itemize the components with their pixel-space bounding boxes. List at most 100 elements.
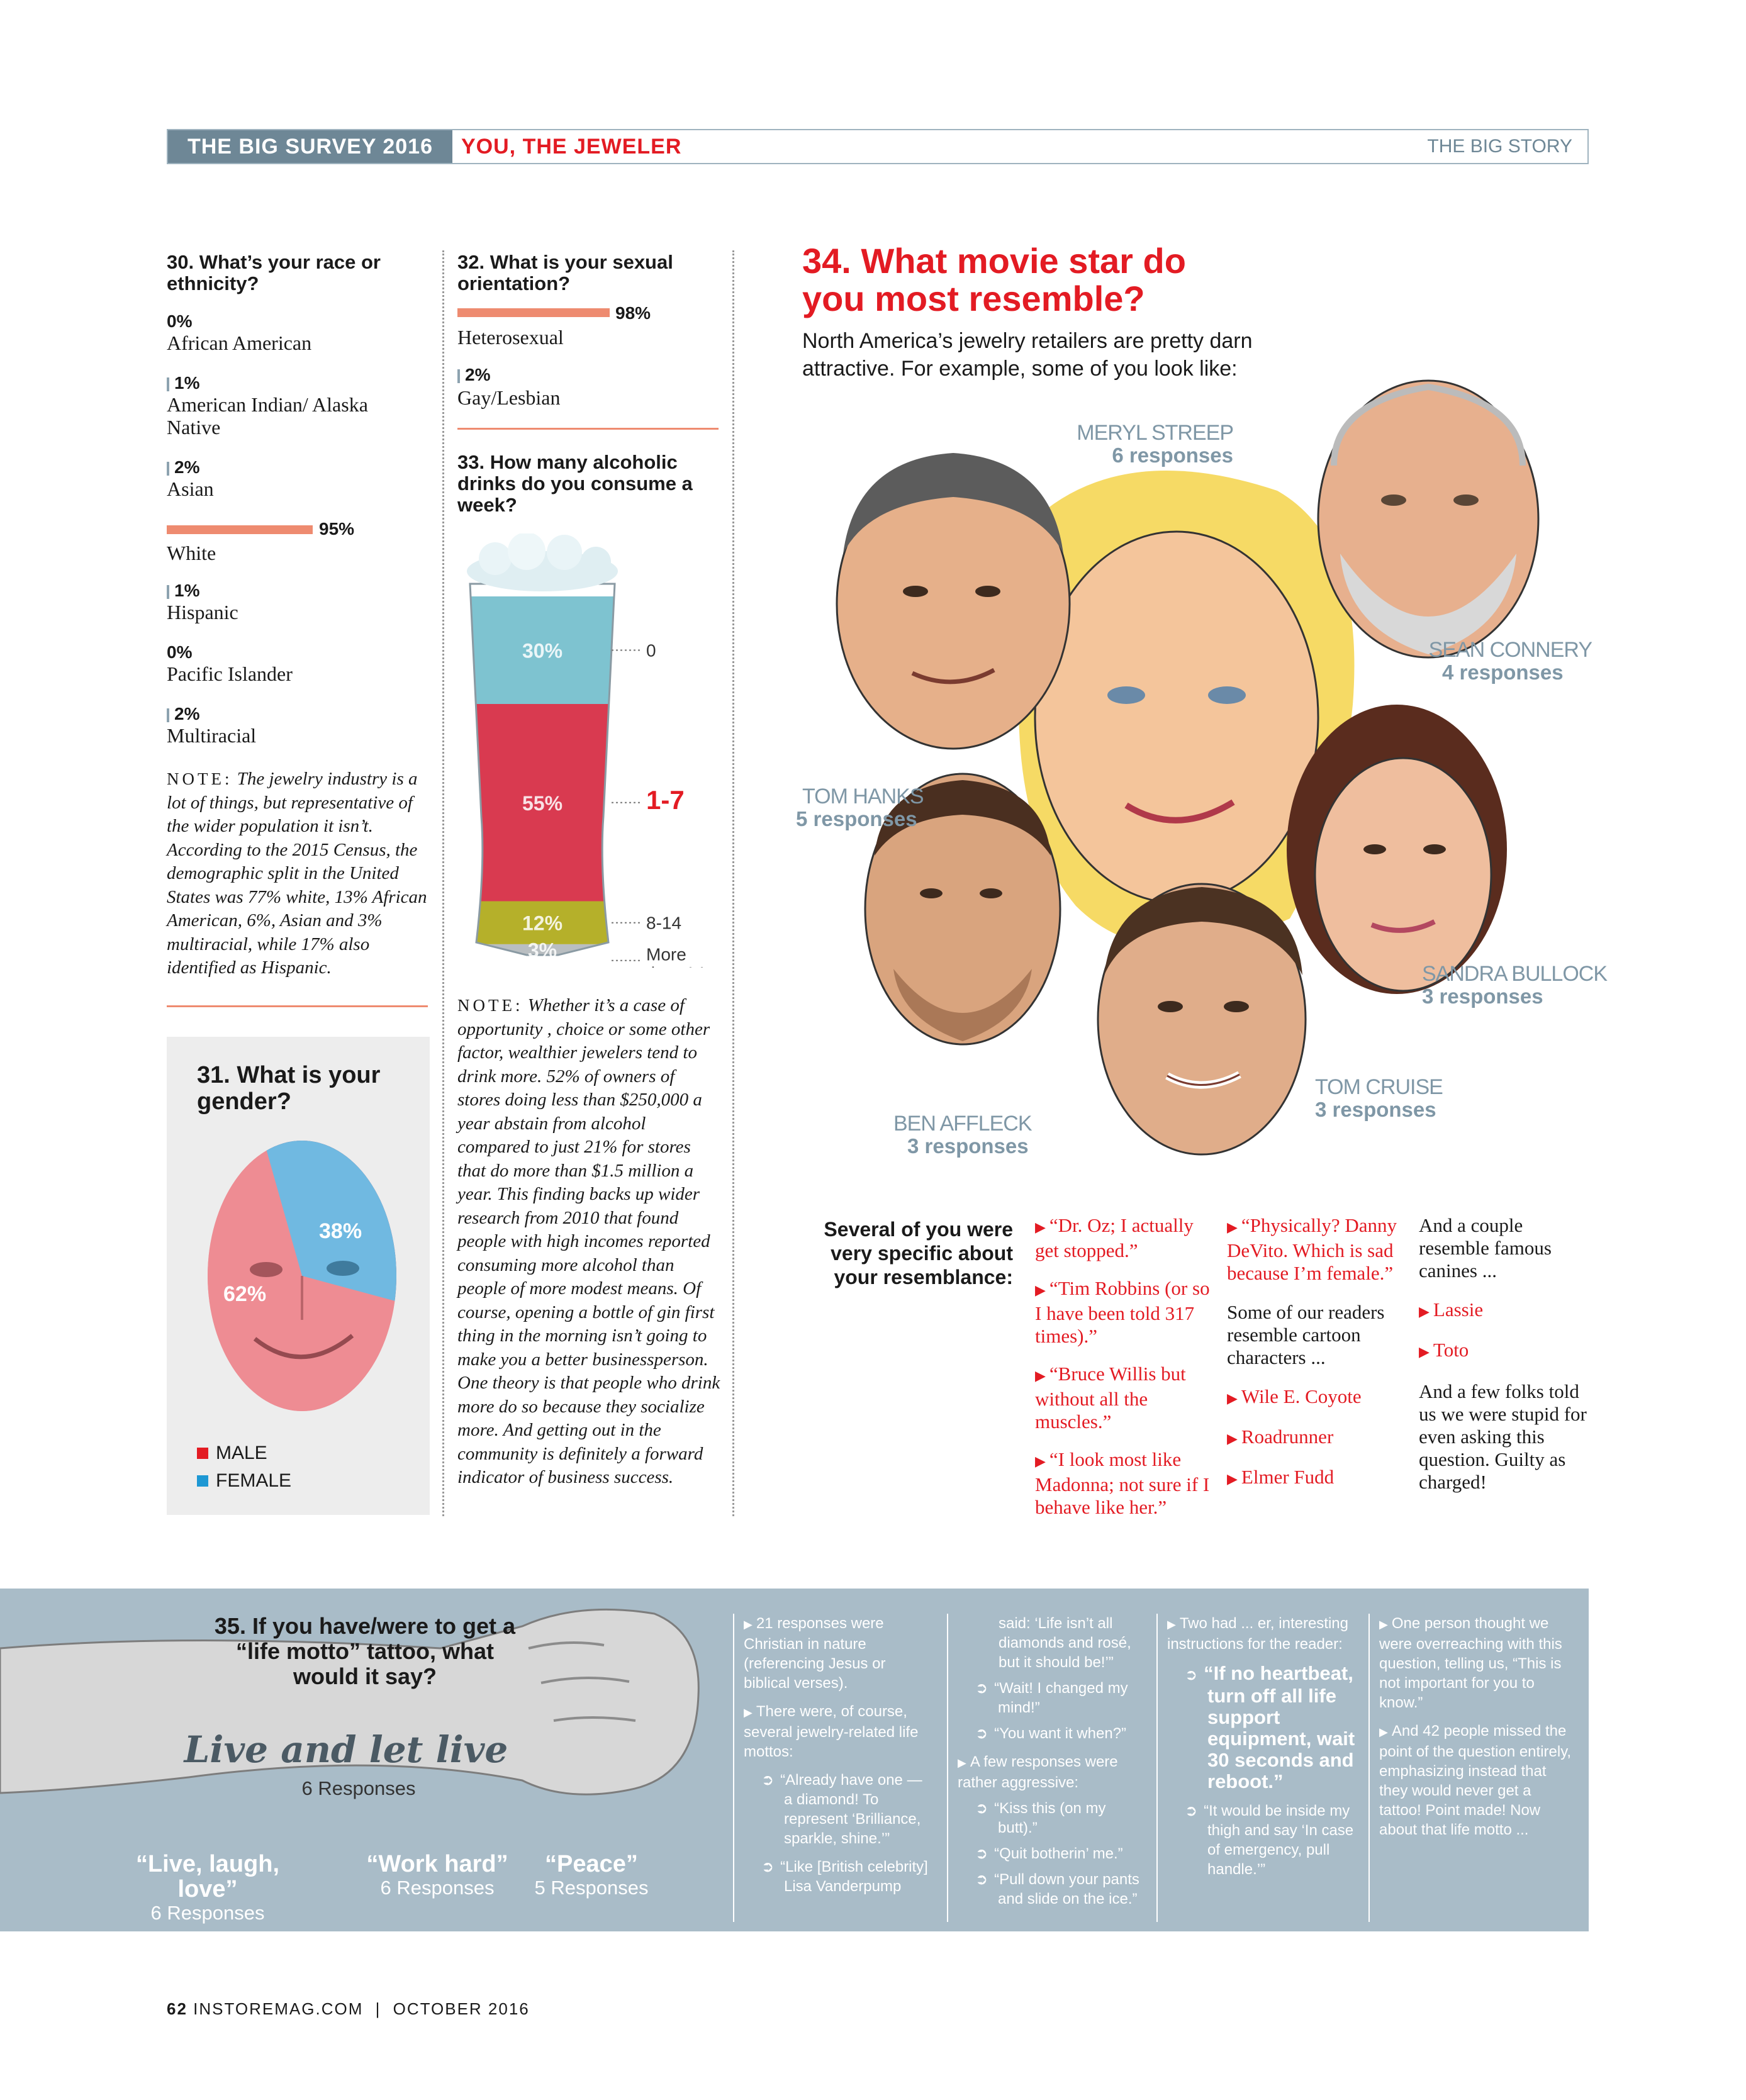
q35-title: 35. If you have/were to get a “life mott… [214, 1613, 516, 1689]
q30-pct: 2% [174, 704, 200, 723]
q30-item: 2% Multiracial [167, 704, 437, 754]
star-responses: 3 responses [907, 1134, 1029, 1158]
header-kicker: THE BIG SURVEY 2016 [168, 130, 452, 163]
tom-hanks-face [836, 453, 1071, 750]
column-rule [442, 250, 444, 1516]
segment-category-label: 0 [646, 641, 656, 661]
q30-item: 2% Asian [167, 457, 437, 519]
cartoon-item: ▶ Roadrunner [1227, 1426, 1334, 1448]
beer-glass-chart: 30% 55% 12% 3% 0 1-7 8-14 Morethan 14 [467, 533, 705, 968]
column-rule [1156, 1614, 1158, 1922]
motto-text: “Work hard” [366, 1851, 508, 1877]
star-label: SANDRA BULLOCK 3 responses [1422, 963, 1617, 1008]
gender-pie-face: 38% 62% [208, 1141, 396, 1411]
q30-pct: 0% [167, 642, 193, 662]
motto-responses: 5 Responses [534, 1877, 649, 1899]
q30-pct: 0% [167, 311, 193, 331]
quote-item: ▶ “I look most like Madonna; not sure if … [1035, 1448, 1210, 1518]
star-responses: 6 responses [1112, 444, 1233, 467]
q32-pct: 2% [465, 365, 491, 384]
footer-site: INSTOREMAG.COM [193, 1999, 364, 2018]
q30-bar [167, 584, 169, 599]
legend-male: MALE [216, 1443, 267, 1463]
canine-intro: And a couple resemble famous canines ... [1419, 1214, 1552, 1282]
q30-list: 0% African American 1% American Indian/ … [167, 311, 437, 754]
motto-responses: 6 Responses [380, 1877, 495, 1899]
specific-label: Several of you were very specific about … [824, 1218, 1013, 1288]
note-key: NOTE: [457, 996, 523, 1015]
glass-segment [470, 901, 615, 944]
column-rule [732, 250, 734, 1516]
quotes-col-2: ▶ “Physically? Danny DeVito. Which is sad… [1227, 1214, 1409, 1491]
q30-label: White [167, 542, 216, 564]
header-department: THE BIG STORY [1427, 136, 1572, 157]
star-label: MERYL STREEP 6 responses [1070, 422, 1234, 467]
q30-item: 1% Hispanic [167, 581, 437, 642]
sean-connery-face [1317, 379, 1540, 659]
star-responses: 5 responses [796, 807, 917, 830]
q30-pct: 1% [174, 581, 200, 600]
q30-item: 0% Pacific Islander [167, 642, 437, 704]
star-name: SEAN CONNERY [1428, 638, 1592, 662]
segment-category-label: More [646, 945, 686, 964]
meryl-streep-face [1034, 530, 1319, 904]
q30-pct: 95% [319, 519, 355, 539]
celebrity-illustration [836, 379, 1540, 1156]
tattoo-col-2: said: ‘Life isn’t all diamonds and rosé,… [958, 1615, 1139, 1907]
tattoo-col-1: ▶ 21 responses were Christian in nature (… [744, 1615, 928, 1895]
star-responses: 3 responses [1422, 985, 1543, 1008]
q33-title: 33. How many alcoholic drinks do you con… [457, 451, 693, 516]
q32-label: Gay/Lesbian [457, 386, 561, 409]
q30-bar [167, 525, 313, 534]
segment-pct-label: 3% [528, 939, 557, 961]
top-motto-responses: 6 Responses [301, 1777, 416, 1799]
q30-item: 1% American Indian/ Alaska Native [167, 373, 437, 457]
star-responses: 3 responses [1315, 1098, 1436, 1121]
footer-issue: OCTOBER 2016 [393, 1999, 530, 2018]
q30-label: Asian [167, 478, 214, 500]
ben-affleck-face [864, 773, 1061, 1046]
page-number: 62 [167, 1999, 187, 2018]
note-key: NOTE: [167, 769, 233, 788]
tom-cruise-face [1097, 883, 1307, 1156]
star-responses: 4 responses [1442, 661, 1564, 684]
q33-note-text: Whether it’s a case of opportunity , cho… [457, 995, 720, 1487]
motto-responses: 6 Responses [150, 1902, 265, 1924]
segment-category-label: 8-14 [646, 913, 681, 933]
q30-label: American Indian/ Alaska Native [167, 393, 368, 438]
female-pct-label: 38% [319, 1219, 362, 1243]
tattoo-col-3: ▶ Two had ... er, interesting instruction… [1167, 1615, 1355, 1878]
closing-text: And a few folks told us we were stupid f… [1419, 1380, 1587, 1493]
q30-note-text: The jewelry industry is a lot of things,… [167, 769, 427, 978]
q30-label: Hispanic [167, 601, 238, 623]
tattoo-col-4: ▶ One person thought we were overreaching… [1379, 1615, 1572, 1838]
q30-bar [167, 377, 169, 391]
q32-pct: 98% [615, 303, 651, 323]
gender-legend: MALE FEMALE [197, 1439, 291, 1495]
q30-item: 0% African American [167, 311, 437, 373]
quote-item: ▶ “Tim Robbins (or so I have been told 31… [1035, 1277, 1210, 1347]
divider [167, 1005, 428, 1007]
tattoo-arm [0, 1608, 700, 1796]
star-label: BEN AFFLECK 3 responses [893, 1112, 1070, 1158]
quotes-col-1: ▶ “Dr. Oz; I actually get stopped.” ▶ “Tim… [1035, 1214, 1217, 1519]
q35-band: 35. If you have/were to get a “life mott… [0, 1589, 1589, 1931]
q33-note: NOTE: Whether it’s a case of opportunity… [457, 994, 722, 1490]
q30-label: Pacific Islander [167, 662, 293, 685]
glass-outline [469, 583, 616, 956]
motto-item: “Peace” 5 Responses [529, 1851, 654, 1899]
female-swatch [197, 1475, 208, 1487]
header-section: YOU, THE JEWELER [461, 135, 682, 159]
q32-bar [457, 308, 610, 317]
canine-item: ▶ Lassie [1419, 1299, 1484, 1321]
q30-title: 30. What’s your race or ethnicity? [167, 251, 381, 294]
q32-label: Heterosexual [457, 326, 564, 349]
cartoon-item: ▶ Elmer Fudd [1227, 1466, 1335, 1488]
star-name: TOM HANKS [802, 785, 924, 808]
q31-box: 31. What is your gender? 38% 62% MALE FE… [167, 1037, 430, 1515]
q32-bar [457, 369, 460, 383]
star-label: TOM CRUISE 3 responses [1315, 1076, 1504, 1121]
segment-category-label: than 14 [646, 964, 705, 968]
q30-bar [167, 461, 169, 476]
star-label: SEAN CONNERY 4 responses [1409, 639, 1592, 684]
